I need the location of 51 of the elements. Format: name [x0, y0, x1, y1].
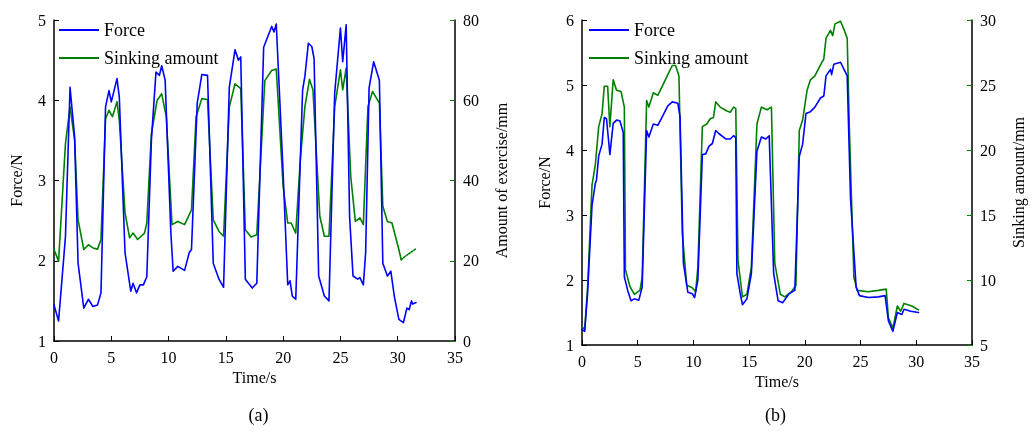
legend-label: Force: [634, 20, 675, 40]
y-tick-label: 6: [566, 11, 574, 29]
x-tick-label: 30: [389, 348, 406, 366]
y2-tick-label: 10: [980, 271, 996, 289]
x-tick-label: 20: [796, 352, 813, 370]
x-tick-label: 5: [107, 348, 116, 366]
y2-axis-title: Amount of exercise/mm: [492, 102, 510, 259]
legend-label: Force: [104, 20, 145, 40]
y2-tick-label: 15: [980, 206, 996, 224]
y2-tick-label: 5: [980, 336, 988, 354]
x-tick-label: 35: [447, 348, 463, 366]
x-tick-label: 10: [160, 348, 177, 366]
y2-tick-label: 20: [463, 252, 479, 270]
y2-tick-label: 80: [463, 11, 479, 29]
y-axis-title: Force/N: [7, 153, 25, 207]
y-tick-label: 1: [566, 336, 574, 354]
x-tick-label: 5: [633, 352, 642, 370]
text: (a): [248, 405, 269, 426]
y2-axis-title: Sinking amount/mm: [1009, 116, 1028, 249]
x-axis-title: Time/s: [232, 369, 277, 387]
y-axis-title: Force/N: [535, 155, 553, 209]
line-series: [53, 23, 417, 324]
y2-tick-label: 0: [463, 332, 471, 350]
y2-tick-label: 20: [980, 141, 996, 159]
x-tick-label: 0: [578, 352, 586, 370]
x-tick-label: 30: [908, 352, 925, 370]
y2-tick-label: 30: [980, 11, 996, 29]
x-tick-label: 25: [852, 352, 869, 370]
y-tick-label: 2: [38, 252, 46, 270]
y-tick-label: 5: [38, 11, 46, 29]
y2-tick-label: 40: [463, 172, 479, 189]
y-tick-label: 4: [38, 91, 46, 109]
y-tick-label: 2: [566, 271, 574, 289]
y-tick-label: 3: [38, 172, 46, 189]
y2-tick-label: 60: [463, 91, 479, 109]
x-axis-title: Time/s: [755, 373, 799, 391]
y-tick-label: 4: [566, 141, 574, 159]
x-tick-label: 0: [50, 348, 58, 366]
y-tick-label: 1: [38, 332, 46, 350]
y-tick-label: 3: [566, 206, 574, 224]
x-tick-label: 25: [332, 348, 349, 366]
x-tick-label: 10: [685, 352, 702, 370]
y2-tick-label: 25: [980, 76, 996, 94]
text: (b): [765, 405, 786, 426]
x-tick-label: 15: [741, 352, 758, 370]
legend-label: Sinking amount: [104, 48, 219, 68]
x-tick-label: 20: [275, 348, 292, 366]
x-tick-label: 35: [964, 352, 980, 370]
x-tick-label: 15: [217, 348, 234, 366]
legend-label: Sinking amount: [634, 48, 749, 68]
y-tick-label: 5: [566, 76, 574, 94]
